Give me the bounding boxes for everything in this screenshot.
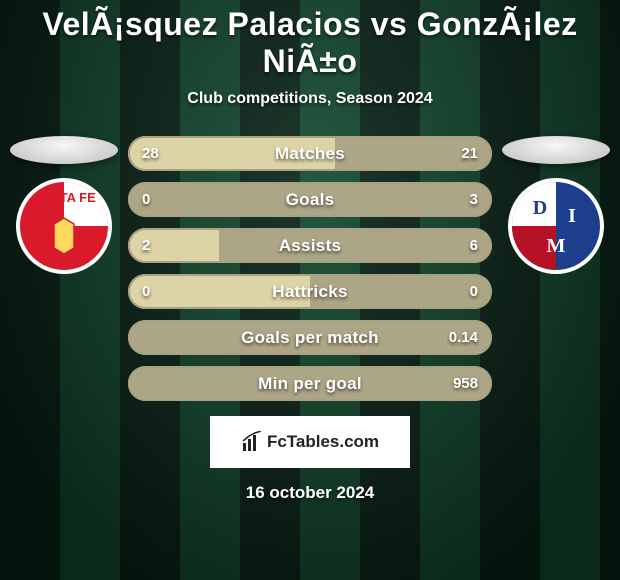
stat-bar: 0.14Goals per match	[128, 320, 492, 355]
subtitle: Club competitions, Season 2024	[0, 90, 620, 108]
team-badge-right: D I M	[506, 176, 606, 276]
stat-bar: 00Hattricks	[128, 274, 492, 309]
stat-label: Goals per match	[128, 320, 492, 355]
stat-bar: 958Min per goal	[128, 366, 492, 401]
chart-icon	[241, 431, 263, 453]
spotlight-left	[10, 136, 118, 164]
svg-text:I: I	[568, 205, 576, 227]
player-right-col: D I M	[496, 136, 616, 276]
svg-text:M: M	[547, 235, 566, 257]
stat-label: Goals	[128, 182, 492, 217]
player-left-col: SANTA FE	[4, 136, 124, 276]
comparison-card: VelÃ¡squez Palacios vs GonzÃ¡lez NiÃ±o C…	[0, 0, 620, 580]
stat-bar: 26Assists	[128, 228, 492, 263]
svg-text:D: D	[533, 197, 547, 219]
page-title: VelÃ¡squez Palacios vs GonzÃ¡lez NiÃ±o	[0, 6, 620, 80]
footer-brand-text: FcTables.com	[267, 432, 379, 452]
team-badge-left: SANTA FE	[14, 176, 114, 276]
main-row: SANTA FE 2821Matches 03Goals 26Assists 00Ha…	[0, 136, 620, 401]
stat-bar: 03Goals	[128, 182, 492, 217]
footer-brand-box: FcTables.com	[210, 416, 410, 468]
stat-bar: 2821Matches	[128, 136, 492, 171]
date-text: 16 october 2024	[0, 483, 620, 503]
svg-text:SANTA FE: SANTA FE	[32, 190, 96, 205]
footer-logo: FcTables.com	[241, 431, 379, 453]
stat-label: Hattricks	[128, 274, 492, 309]
spotlight-right	[502, 136, 610, 164]
stat-label: Min per goal	[128, 366, 492, 401]
stat-label: Matches	[128, 136, 492, 171]
stats-column: 2821Matches 03Goals 26Assists 00Hattricks 0.…	[128, 136, 492, 401]
stat-label: Assists	[128, 228, 492, 263]
